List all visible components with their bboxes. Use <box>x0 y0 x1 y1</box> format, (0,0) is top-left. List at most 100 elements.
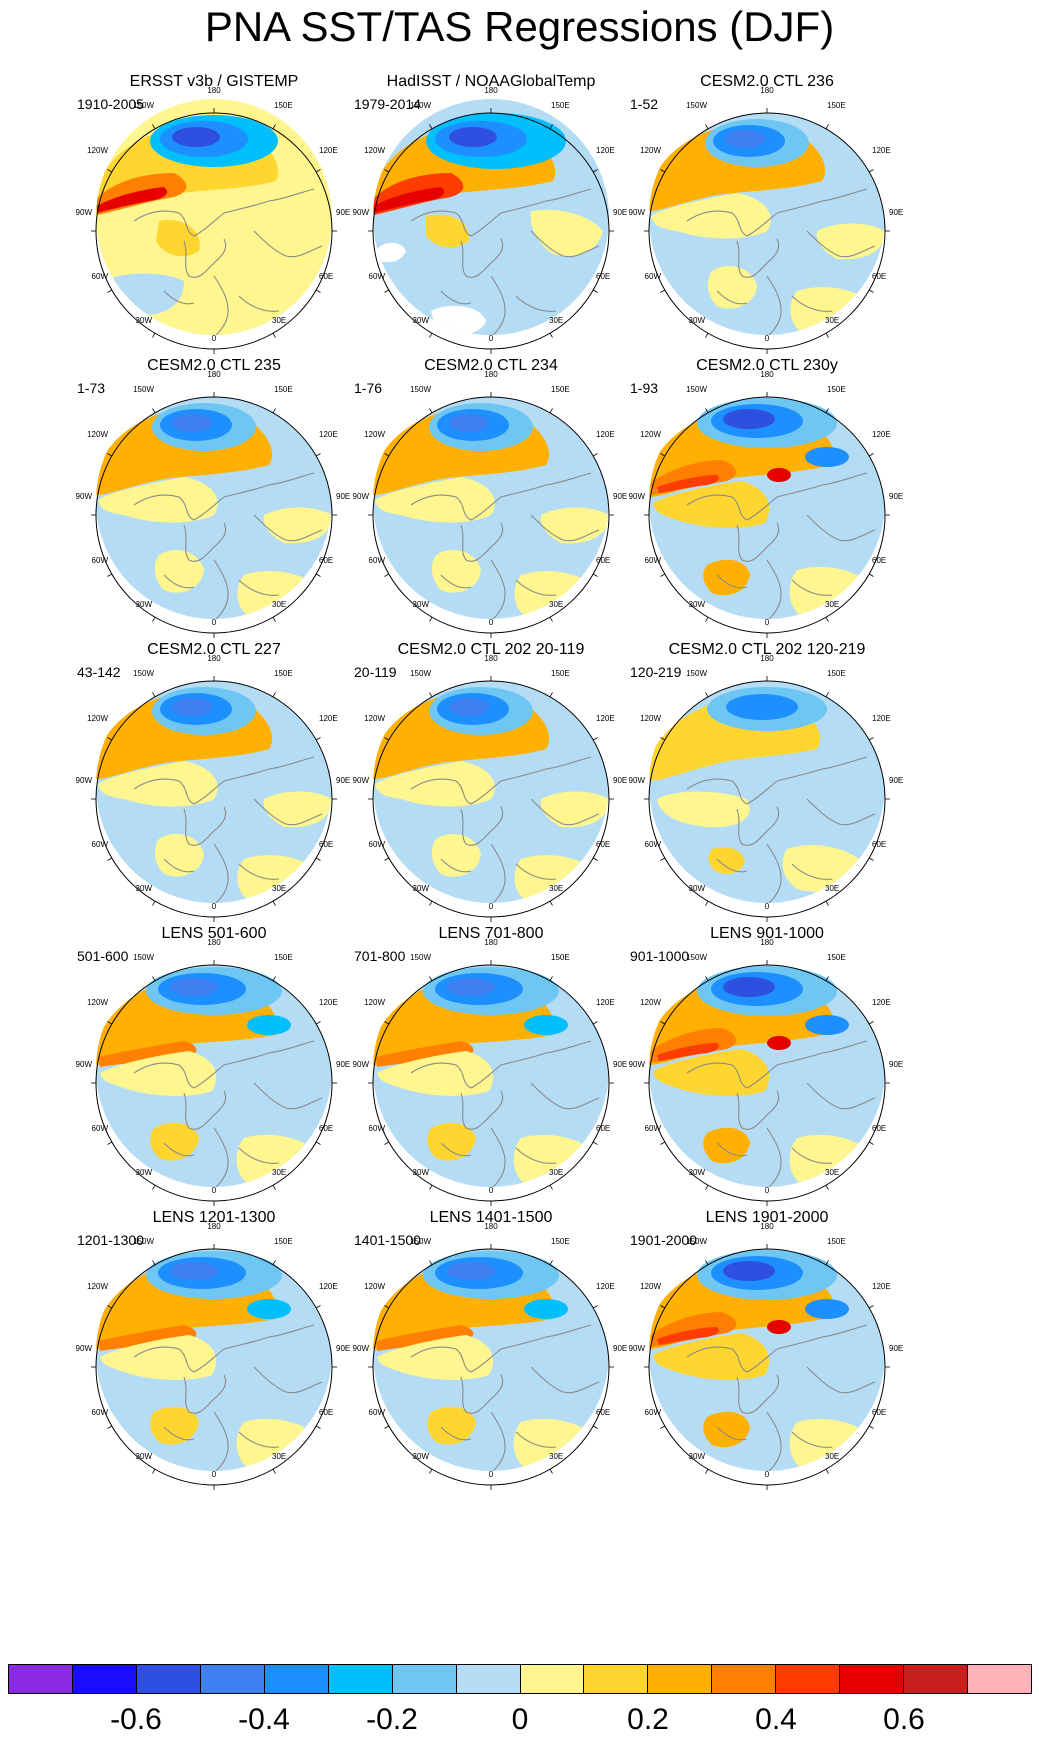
lon-label: 120W <box>640 714 661 723</box>
panel-title: CESM2.0 CTL 235 <box>147 357 281 374</box>
lon-label: 180 <box>207 1222 221 1231</box>
lon-label: 30W <box>136 1168 153 1177</box>
lon-label: 90E <box>336 1060 350 1069</box>
colorbar-swatch <box>72 1665 137 1693</box>
coastline <box>410 188 600 335</box>
lon-label: 30W <box>689 1452 706 1461</box>
lon-tick <box>152 616 156 622</box>
lon-tick <box>315 857 321 861</box>
lon-label: 60W <box>92 556 109 565</box>
anomaly-region <box>237 571 326 619</box>
lon-label: 60W <box>92 272 109 281</box>
lon-tick <box>592 1021 598 1025</box>
lon-label: 30W <box>689 884 706 893</box>
panel-title: CESM2.0 CTL 202 120-219 <box>668 641 866 658</box>
lon-tick <box>152 124 156 130</box>
lon-label: 60W <box>645 1408 662 1417</box>
lon-label: 150W <box>410 953 431 962</box>
polar-map: 180 150E 120E 90E 60E 30E 0 30W 60W 90W 120W 150W <box>353 86 627 354</box>
lon-label: 150E <box>827 1237 846 1246</box>
anomaly-region <box>524 1015 568 1035</box>
lon-label: 60W <box>645 272 662 281</box>
polar-map: 180 150E 120E 90E 60E 30E 0 30W 60W 90W 120W 150W <box>76 1222 350 1490</box>
lon-label: 90E <box>613 208 627 217</box>
lon-label: 0 <box>212 1186 217 1195</box>
lon-tick <box>592 573 598 577</box>
anomaly-region <box>100 1335 217 1380</box>
anomaly-region <box>653 1333 770 1380</box>
anomaly-region <box>170 1262 218 1280</box>
anomaly-region <box>789 1418 879 1471</box>
lon-tick <box>384 1021 390 1025</box>
anomaly-region <box>236 1134 326 1187</box>
panel-period: 1201-1300 <box>77 1232 144 1248</box>
panel-period: 1910-2005 <box>77 96 144 112</box>
lon-tick <box>705 900 709 906</box>
lon-label: 90E <box>336 208 350 217</box>
anomaly-region <box>426 214 470 248</box>
lon-tick <box>107 453 113 457</box>
lon-label: 180 <box>207 370 221 379</box>
lon-tick <box>384 1141 390 1145</box>
lon-label: 120E <box>319 430 338 439</box>
lon-label: 30W <box>136 600 153 609</box>
anomaly-region <box>427 1406 476 1445</box>
anomaly-region <box>524 1299 568 1319</box>
lon-tick <box>384 857 390 861</box>
lon-label: 180 <box>760 938 774 947</box>
lon-tick <box>315 1021 321 1025</box>
map-panel: CESM2.0 CTL 230y 180 150E 120E 90E 60E 30E 0 30W… <box>617 356 917 656</box>
lon-label: 150E <box>551 669 570 678</box>
lon-label: 120E <box>872 1282 891 1291</box>
anomaly-region <box>377 1335 494 1380</box>
lon-label: 150W <box>410 101 431 110</box>
lon-label: 90E <box>889 208 903 217</box>
lon-label: 0 <box>489 902 494 911</box>
anomaly-region <box>99 1041 197 1067</box>
anomaly-region <box>98 761 218 807</box>
lon-tick <box>429 124 433 130</box>
lon-tick <box>429 1184 433 1190</box>
lon-tick <box>660 1305 666 1309</box>
lon-label: 60W <box>645 1124 662 1133</box>
coastline <box>133 472 323 619</box>
lon-label: 60E <box>319 1124 333 1133</box>
lon-tick <box>592 1305 598 1309</box>
anomaly-region <box>767 1036 791 1050</box>
anomaly-region <box>377 1051 494 1096</box>
coastline <box>686 1324 876 1471</box>
lon-label: 90W <box>353 1060 370 1069</box>
lon-tick <box>705 124 709 130</box>
anomaly-region <box>725 130 765 148</box>
polar-map: 180 150E 120E 90E 60E 30E 0 30W 60W 90W 120W 150W <box>76 938 350 1206</box>
map-panel: HadISST / NOAAGlobalTemp 180 150E 120E 90E 60… <box>341 72 641 372</box>
anomaly-region <box>375 477 495 523</box>
panel-title: HadISST / NOAAGlobalTemp <box>386 73 596 90</box>
colorbar-swatch <box>520 1665 585 1693</box>
lon-label: 30E <box>825 884 839 893</box>
lon-label: 120E <box>596 146 615 155</box>
lon-label: 60W <box>369 1408 386 1417</box>
lon-label: 120E <box>596 430 615 439</box>
lon-tick <box>705 1184 709 1190</box>
lon-tick <box>272 408 276 414</box>
lon-label: 150W <box>686 953 707 962</box>
lon-label: 120W <box>87 146 108 155</box>
lon-tick <box>549 408 553 414</box>
colorbar-tick-label: 0.4 <box>755 1703 797 1736</box>
lon-tick <box>315 1425 321 1429</box>
polar-map: 180 150E 120E 90E 60E 30E 0 30W 60W 90W 120W 150W <box>76 86 350 354</box>
lon-tick <box>272 1468 276 1474</box>
lon-tick <box>825 1260 829 1266</box>
lon-tick <box>660 289 666 293</box>
panel-period: 1-73 <box>77 380 106 396</box>
lon-label: 90W <box>353 208 370 217</box>
anomaly-region <box>247 1015 291 1035</box>
panel-title: CESM2.0 CTL 234 <box>424 357 558 374</box>
anomaly-region <box>723 1261 775 1281</box>
lon-label: 120W <box>640 430 661 439</box>
panel-title: LENS 901-1000 <box>710 925 824 942</box>
lon-label: 150W <box>133 669 154 678</box>
anomaly-region <box>376 1041 474 1067</box>
lon-label: 0 <box>765 1470 770 1479</box>
